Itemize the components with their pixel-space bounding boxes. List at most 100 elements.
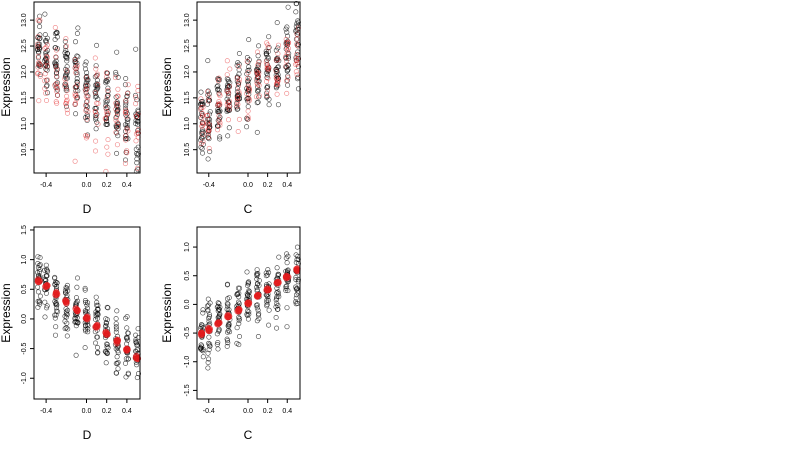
panel-2-series-0-point [256, 43, 262, 49]
panel-1-series-0-point [52, 31, 58, 37]
panel-4-series-1-point [293, 265, 301, 273]
panel-1-series-1-point [74, 63, 80, 69]
panel-2-series-1-point [274, 77, 280, 83]
panel-1-y-tick-label: 13.0 [21, 13, 28, 27]
panel-4-series-0-point [275, 271, 281, 277]
panel-2-series-1-point [283, 36, 289, 42]
panel-2-series-1-point [275, 42, 281, 48]
panel-3-series-0-point [113, 316, 119, 322]
panel-4-series-0-point [273, 314, 279, 320]
panel-2-series-0-point [200, 134, 206, 140]
panel-1-series-1-point [43, 44, 49, 50]
panel-1-series-0-point [64, 58, 70, 64]
panel-3-series-1-point [82, 314, 90, 322]
panel-2-series-0-point [254, 100, 260, 106]
panel-2-series-0-point [205, 58, 211, 64]
panel-4-series-0-point [206, 318, 212, 324]
panel-1-series-1-point [124, 150, 130, 156]
panel-1-series-0-point [134, 160, 140, 166]
panel-3-series-0-point [44, 267, 50, 273]
panel-3-points [34, 254, 142, 381]
panel-2-series-1-point [283, 53, 289, 59]
panel-1-series-1-point [35, 34, 41, 40]
panel-1-series-0-point [93, 115, 99, 121]
panel-2-series-1-point [206, 134, 212, 140]
panel-2-series-1-point [205, 98, 211, 104]
panel-1-series-1-point [62, 76, 68, 82]
panel-3-series-0-point [62, 326, 68, 332]
panel-2-series-1-point [256, 59, 262, 65]
panel-1-series-0-point [123, 157, 129, 163]
panel-1-series-1-point [133, 138, 139, 144]
panel-4-series-0-point [274, 265, 280, 271]
panel-1-series-0-point [62, 38, 68, 44]
panel-1-series-1-point [83, 93, 89, 99]
panel-4-series-0-point [246, 293, 252, 299]
panel-4-series-0-point [207, 343, 213, 349]
panel-4-series-0-point [226, 323, 232, 329]
panel-3-series-0-point [104, 304, 110, 310]
panel-1-series-0-point [83, 59, 89, 65]
panel-2-series-0-point [235, 86, 241, 92]
panel-2-series-1-point [295, 25, 301, 31]
panel-1-series-1-point [42, 71, 48, 77]
panel-1-series-1-point [64, 93, 70, 99]
panel-3-series-1-point [103, 331, 110, 338]
panel-4-series-0-point [283, 255, 289, 261]
panel-4-series-1-point [263, 285, 271, 293]
panel-1-series-1-point [64, 68, 70, 74]
panel-1-series-0-point [94, 42, 100, 48]
panel-2-series-0-point [235, 80, 241, 86]
panel-4-series-0-point [199, 322, 205, 328]
panel-2-series-1-point [255, 49, 261, 55]
panel-4-series-0-point [227, 329, 233, 335]
panel-1-series-0-point [93, 63, 99, 69]
panel-1-series-0-point [105, 85, 111, 91]
panel-1-series-1-point [53, 54, 59, 60]
panel-2-series-1-point [245, 108, 251, 114]
panel-4-series-0-point [206, 315, 212, 321]
panel-2-series-0-point [255, 88, 261, 94]
panel-2-series-0-point [285, 73, 291, 79]
panel-2-series-1-point [254, 76, 260, 82]
panel-1-series-1-point [94, 100, 100, 106]
panel-1-series-1-point [134, 113, 140, 119]
panel-3-series-0-point [65, 326, 71, 332]
panel-2-series-0-point [256, 68, 262, 74]
panel-4-series-0-point [199, 343, 205, 349]
panel-3-series-0-point [123, 334, 129, 340]
panel-4-series-0-point [284, 305, 290, 311]
panel-4-series-0-point [244, 311, 250, 317]
panel-3-series-0-point [125, 330, 131, 336]
panel-2-series-1-point [224, 58, 230, 64]
panel-3-series-0-point [53, 305, 59, 311]
panel-2-series-1-point [246, 98, 252, 104]
panel-1-series-1-point [63, 98, 69, 104]
panel-1-series-1-point [105, 137, 111, 143]
panel-1-y-tick-label: 12.0 [21, 65, 28, 79]
panel-1-series-1-point [35, 44, 41, 50]
panel-3-series-0-point [94, 334, 100, 340]
panel-1-series-0-point [123, 100, 129, 106]
panel-4-series-0-point [254, 271, 260, 277]
panel-4-series-0-point [225, 338, 231, 344]
panel-4-series-0-point [217, 311, 223, 317]
panel-1-series-1-point [72, 101, 78, 107]
panel-3-series-0-point [113, 370, 119, 376]
panel-1-series-1-point [53, 47, 59, 53]
panel-1-series-1-point [104, 109, 110, 115]
panel-2-series-0-point [198, 144, 204, 150]
panel-2-series-0-point [198, 105, 204, 111]
panel-4-series-0-point [256, 316, 262, 322]
panel-4-series-1-point [245, 299, 253, 307]
panel-3-series-0-point [63, 311, 69, 317]
panel-3-series-0-point [64, 333, 70, 339]
panel-1-x-tick-label: 0.2 [102, 182, 112, 189]
panel-1-series-1-point [36, 98, 42, 104]
panel-2-series-0-point [226, 125, 232, 131]
panel-1-series-1-point [42, 45, 48, 51]
panel-2-series-0-point [225, 77, 231, 83]
panel-2-series-1-point [234, 98, 240, 104]
panel-2-series-1-point [204, 113, 210, 119]
panel-4-series-0-point [226, 307, 232, 313]
